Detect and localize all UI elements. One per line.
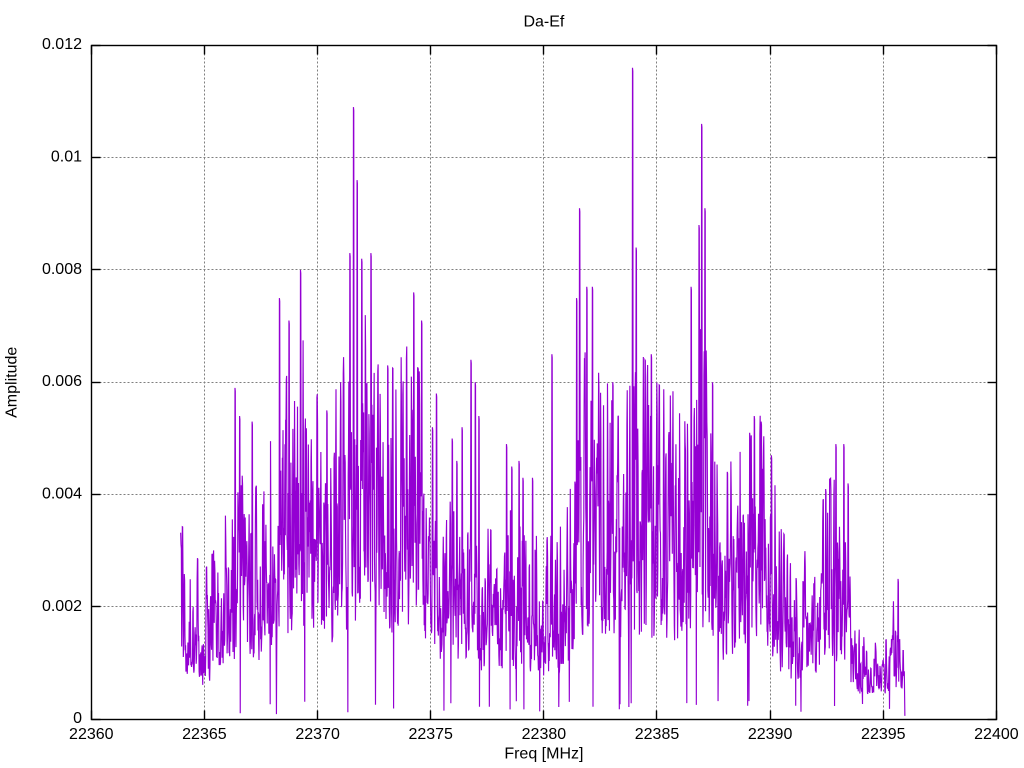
svg-text:0.004: 0.004 xyxy=(42,485,82,502)
svg-text:0.006: 0.006 xyxy=(42,373,82,390)
svg-text:22370: 22370 xyxy=(295,726,340,743)
svg-text:22390: 22390 xyxy=(748,726,793,743)
svg-text:22365: 22365 xyxy=(182,726,227,743)
svg-text:Amplitude: Amplitude xyxy=(4,347,21,418)
svg-text:22395: 22395 xyxy=(861,726,906,743)
svg-text:22360: 22360 xyxy=(69,726,114,743)
svg-text:0.01: 0.01 xyxy=(51,148,82,165)
svg-text:Da-Ef: Da-Ef xyxy=(523,14,564,31)
svg-text:0.002: 0.002 xyxy=(42,598,82,615)
svg-text:0.008: 0.008 xyxy=(42,261,82,278)
svg-text:22375: 22375 xyxy=(408,726,453,743)
svg-text:0.012: 0.012 xyxy=(42,36,82,53)
svg-text:Freq [MHz]: Freq [MHz] xyxy=(504,746,583,763)
svg-text:22400: 22400 xyxy=(974,726,1019,743)
svg-text:22385: 22385 xyxy=(635,726,680,743)
svg-text:22380: 22380 xyxy=(522,726,567,743)
svg-text:0: 0 xyxy=(73,710,82,727)
